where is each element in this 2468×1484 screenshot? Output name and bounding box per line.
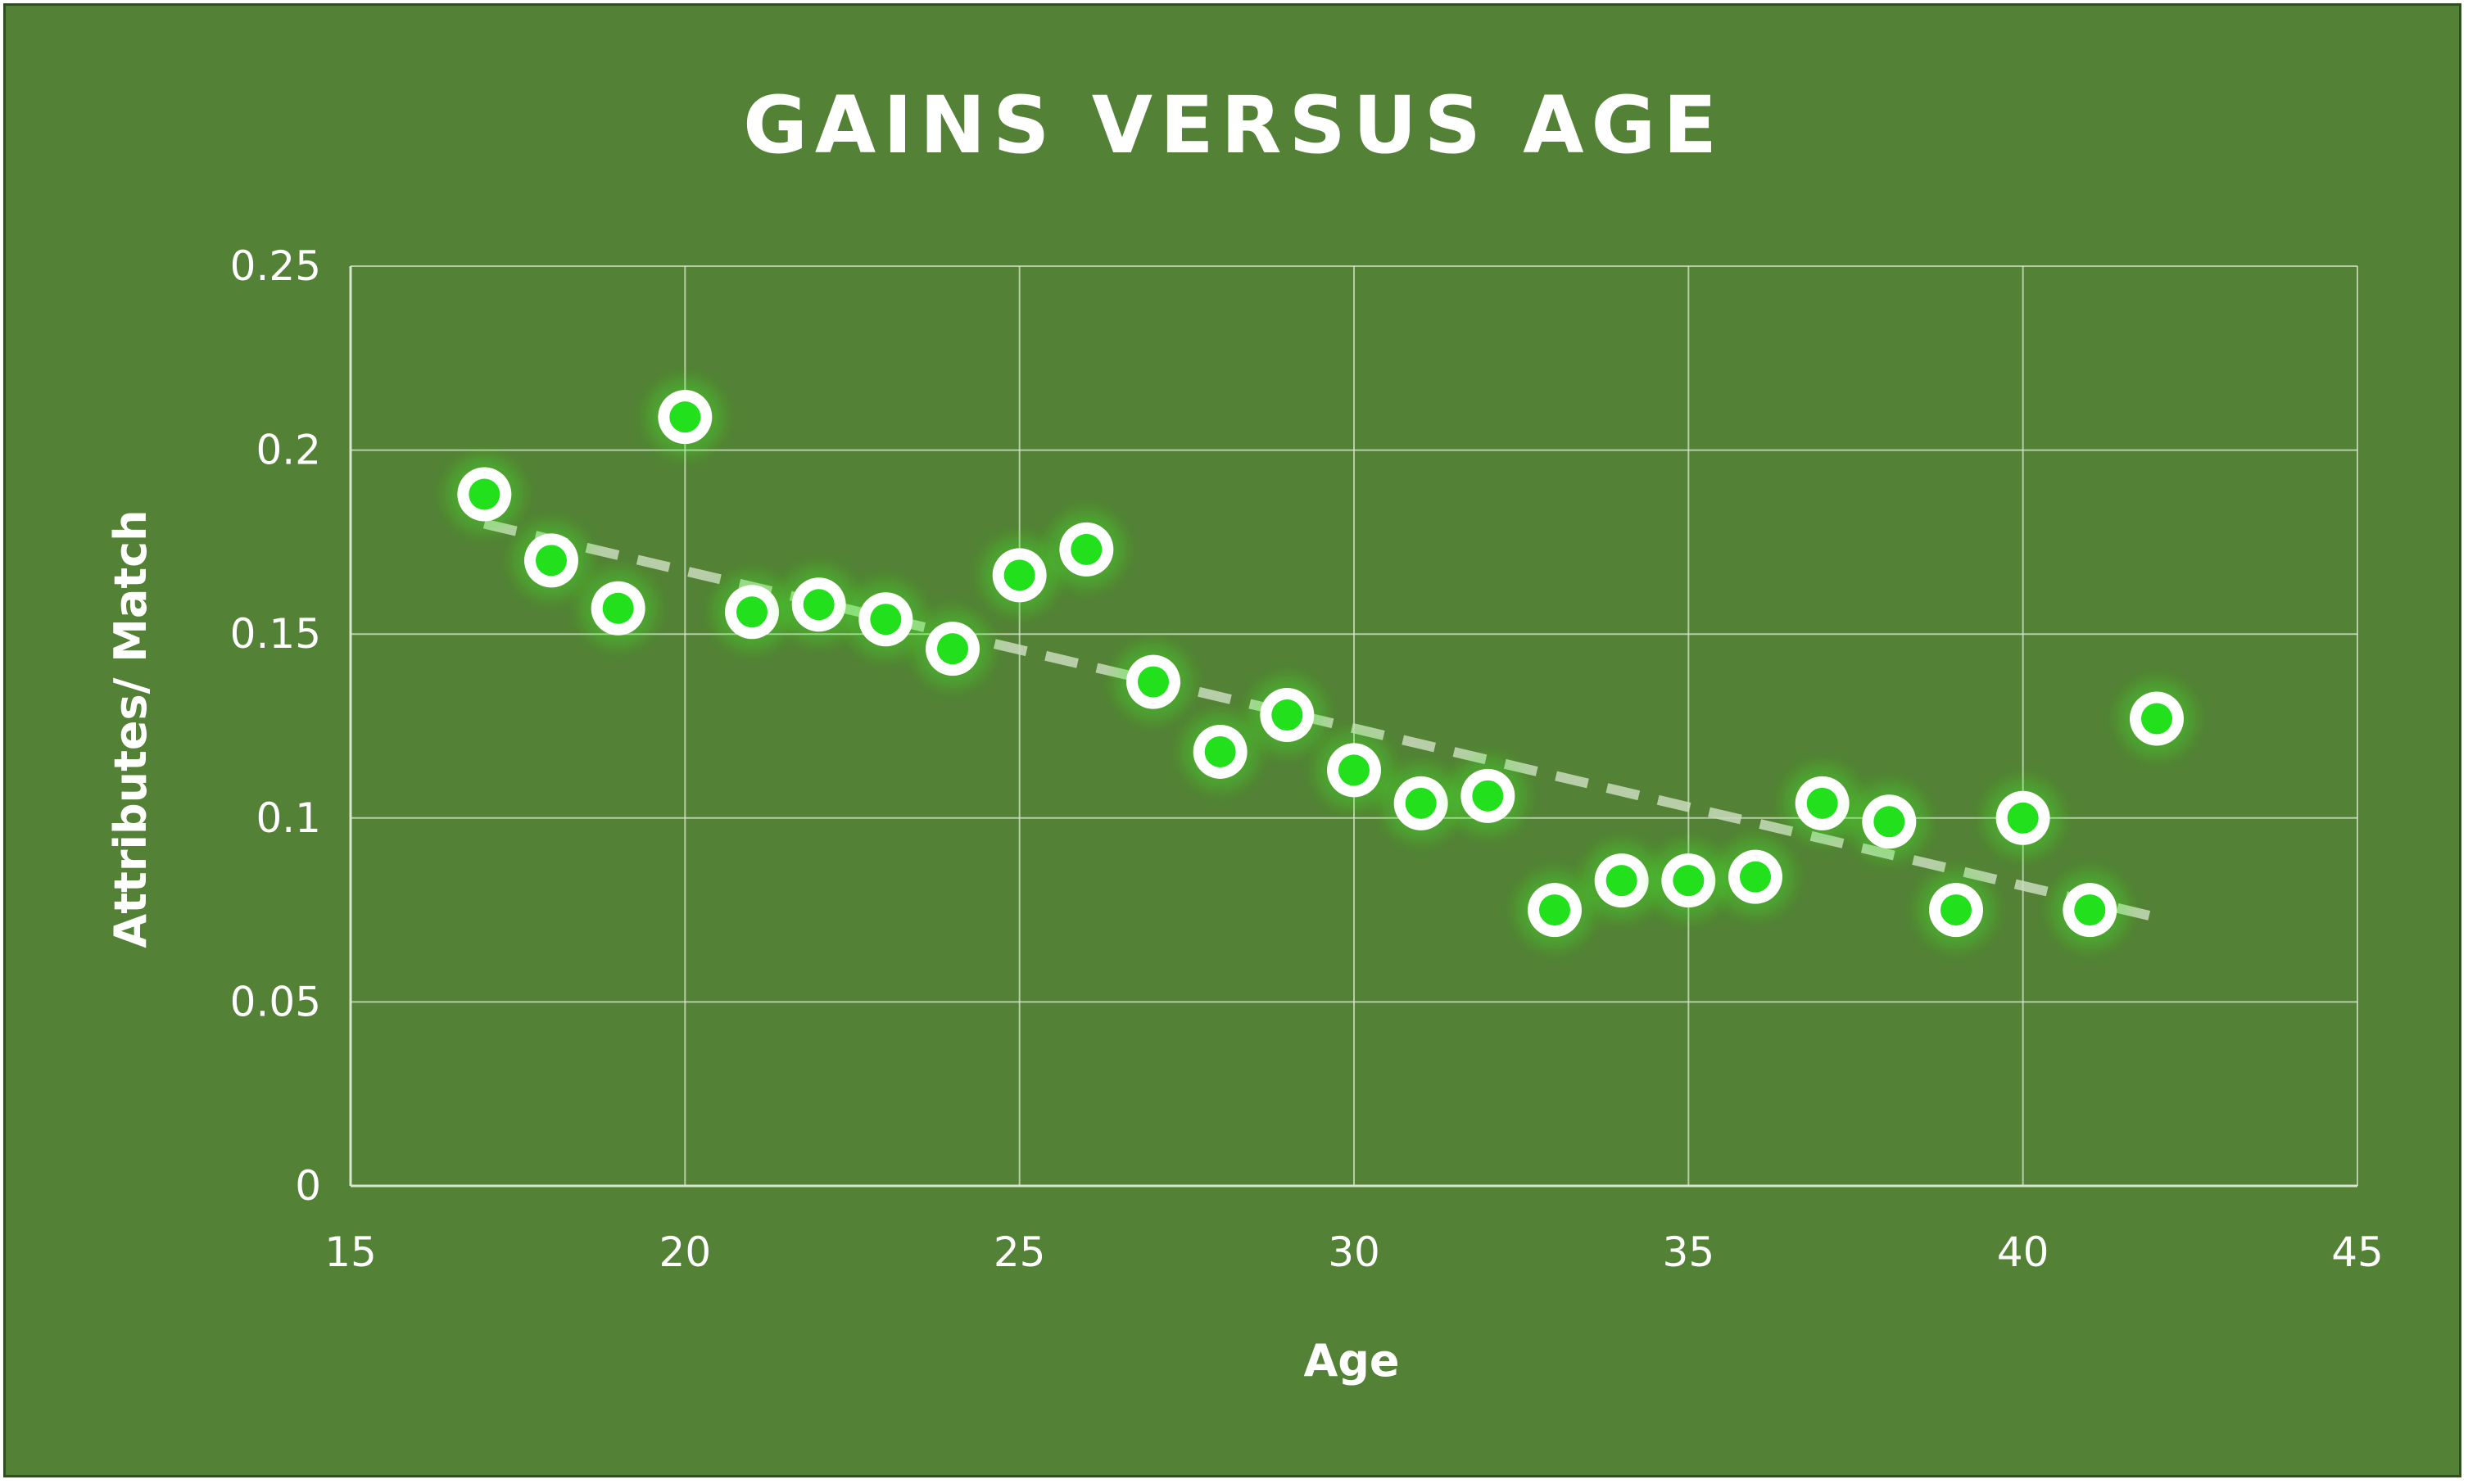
x-tick-label: 30 xyxy=(1328,1228,1380,1276)
data-points xyxy=(445,378,2196,950)
data-point xyxy=(1649,841,1728,921)
data-point xyxy=(445,455,524,534)
x-tick-label: 25 xyxy=(994,1228,1046,1276)
x-tick-label: 35 xyxy=(1663,1228,1715,1276)
chart-title: GAINS VERSUS AGE xyxy=(743,79,1724,171)
x-tick-label: 45 xyxy=(2331,1228,2384,1276)
data-point xyxy=(1448,756,1528,835)
data-point xyxy=(1582,841,1661,921)
y-tick-label: 0 xyxy=(295,1162,321,1210)
data-point xyxy=(2050,871,2130,950)
y-tick-label: 0.2 xyxy=(256,427,321,474)
data-point xyxy=(1515,871,1594,950)
data-point xyxy=(645,378,725,457)
data-point xyxy=(980,536,1059,615)
data-point xyxy=(512,521,591,600)
data-point xyxy=(578,568,658,648)
data-point xyxy=(1716,837,1795,916)
axes xyxy=(349,266,2357,1188)
data-point xyxy=(779,565,858,645)
x-tick-label: 20 xyxy=(659,1228,712,1276)
data-point xyxy=(1114,642,1193,722)
data-point xyxy=(1180,712,1260,791)
data-point xyxy=(1850,782,1929,862)
x-tick-label: 15 xyxy=(324,1228,377,1276)
data-point xyxy=(1782,763,1862,843)
x-tick-label: 40 xyxy=(1997,1228,2049,1276)
y-tick-label: 0.1 xyxy=(256,794,321,842)
data-point xyxy=(913,609,992,689)
data-point xyxy=(1315,731,1393,810)
data-point xyxy=(1917,871,1995,950)
y-tick-label: 0.05 xyxy=(230,978,321,1025)
y-tick-label: 0.25 xyxy=(230,242,321,290)
data-point xyxy=(713,572,791,652)
data-point xyxy=(1983,778,2063,857)
data-point xyxy=(1248,676,1327,755)
data-point xyxy=(1381,763,1460,843)
tick-labels: 0 0.05 0.1 0.15 0.2 0.25 15 20 25 30 35 40 45 xyxy=(230,242,2384,1276)
y-tick-label: 0.15 xyxy=(230,610,321,658)
data-point xyxy=(1047,509,1126,589)
x-axis-label: Age xyxy=(1303,1335,1399,1387)
y-axis-label: Attributes/ Match xyxy=(105,509,156,948)
grid-lines xyxy=(351,265,2358,1186)
data-point xyxy=(846,580,926,659)
data-point xyxy=(2117,679,2196,758)
